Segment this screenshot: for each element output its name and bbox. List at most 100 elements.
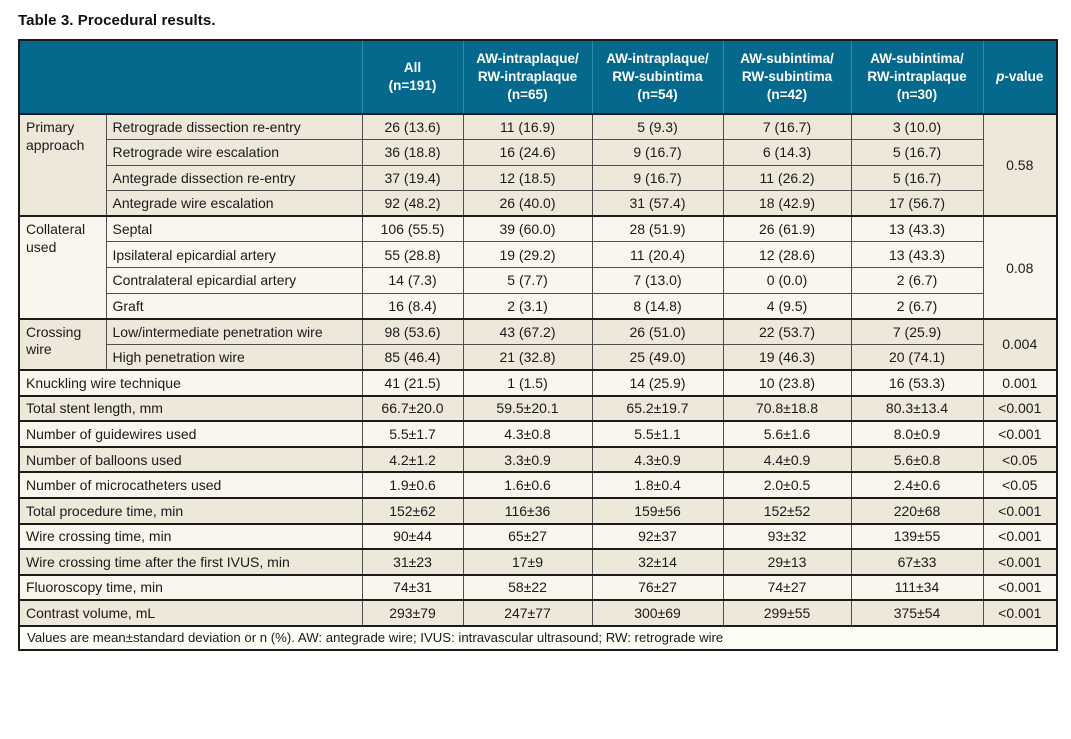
value-cell: 55 (28.8) — [361, 241, 464, 269]
table-row: Number of balloons used 4.2±1.2 3.3±0.9 4.3… — [18, 445, 1058, 473]
table-row: Number of guidewires used 5.5±1.7 4.3±0.8 5… — [18, 420, 1058, 448]
value-cell: 13 (43.3) — [850, 241, 984, 269]
value-cell: 1 (1.5) — [462, 368, 593, 397]
row-label-cell: Low/intermediate penetration wire — [105, 317, 363, 345]
value-cell: 98 (53.6) — [361, 317, 464, 345]
value-cell: 2.0±0.5 — [722, 471, 852, 499]
value-cell: 93±32 — [722, 522, 852, 550]
row-label-cell: Total stent length, mm — [18, 394, 363, 422]
value-cell: 159±56 — [591, 496, 724, 524]
value-cell: 2 (6.7) — [850, 267, 984, 294]
value-cell: 2.4±0.6 — [850, 471, 984, 499]
footnote: Values are mean±standard deviation or n … — [18, 624, 1058, 651]
p-value-cell: 0.58 — [982, 112, 1058, 217]
table-row: Wire crossing time, min 90±44 65±27 92±37 93… — [18, 522, 1058, 550]
row-label-cell: Wire crossing time, min — [18, 522, 363, 550]
table-row: Antegrade wire escalation 92 (48.2) 26 (40… — [19, 190, 1057, 217]
value-cell: 58±22 — [462, 573, 593, 601]
value-cell: 92 (48.2) — [361, 190, 464, 217]
row-label-cell: Antegrade dissection re-entry — [105, 164, 363, 192]
value-cell: 74±31 — [361, 573, 464, 601]
value-cell: 66.7±20.0 — [361, 394, 464, 422]
value-cell: 90±44 — [361, 522, 464, 550]
value-cell: 37 (19.4) — [361, 164, 464, 192]
value-cell: 299±55 — [722, 599, 852, 627]
value-cell: 39 (60.0) — [462, 215, 593, 243]
value-cell: 3.3±0.9 — [462, 445, 593, 473]
value-cell: 4.4±0.9 — [722, 445, 852, 473]
value-cell: 5.5±1.1 — [591, 420, 724, 448]
row-label-cell: Contralateral epicardial artery — [105, 267, 363, 294]
value-cell: 36 (18.8) — [361, 139, 464, 166]
row-label-cell: Wire crossing time after the first IVUS,… — [18, 548, 363, 576]
value-cell: 375±54 — [850, 599, 984, 627]
value-cell: 28 (51.9) — [591, 215, 724, 243]
p-value-cell: <0.001 — [982, 394, 1058, 422]
value-cell: 5.6±1.6 — [722, 420, 852, 448]
value-cell: 11 (20.4) — [591, 241, 724, 269]
value-cell: 65±27 — [462, 522, 593, 550]
p-value-cell: <0.001 — [982, 573, 1058, 601]
row-label-cell: Retrograde dissection re-entry — [105, 113, 363, 141]
value-cell: 2 (6.7) — [850, 292, 984, 320]
value-cell: 59.5±20.1 — [462, 394, 593, 422]
value-cell: 29±13 — [722, 548, 852, 576]
value-cell: 16 (8.4) — [361, 292, 464, 320]
table-row: Knuckling wire technique 41 (21.5) 1 (1.5)… — [18, 368, 1058, 397]
row-label-cell: Graft — [105, 292, 363, 320]
table-row: Graft 16 (8.4) 2 (3.1) 8 (14.8) 4 (9.5) 2 (6.… — [19, 292, 1057, 320]
table-row: Crossing wire Low/intermediate penetratio… — [18, 317, 1058, 371]
column-header-aw-intraplaque-rw-subintima: AW-intraplaque/ RW-subintima (n=54) — [591, 40, 723, 115]
value-cell: 1.9±0.6 — [361, 471, 464, 499]
value-cell: 5 (9.3) — [591, 113, 724, 141]
table-row: Collateral used Septal 106 (55.5) 39 (60.0)… — [18, 215, 1058, 320]
table-title: Table 3. Procedural results. — [18, 12, 216, 29]
value-cell: 22 (53.7) — [722, 317, 852, 345]
table-row: Fluoroscopy time, min 74±31 58±22 76±27 74±2… — [18, 573, 1058, 601]
value-cell: 26 (13.6) — [361, 113, 464, 141]
row-label-cell: Septal — [105, 215, 363, 243]
p-value-cell: <0.001 — [982, 420, 1058, 448]
table-row: Wire crossing time after the first IVUS,… — [18, 548, 1058, 576]
value-cell: 4.2±1.2 — [361, 445, 464, 473]
column-header-aw-intraplaque-rw-intraplaque: AW-intraplaque/ RW-intraplaque (n=65) — [462, 40, 592, 115]
value-cell: 26 (51.0) — [591, 317, 724, 345]
value-cell: 26 (61.9) — [722, 215, 852, 243]
value-cell: 16 (24.6) — [462, 139, 593, 166]
value-cell: 14 (7.3) — [361, 267, 464, 294]
value-cell: 7 (25.9) — [850, 317, 984, 345]
value-cell: 10 (23.8) — [722, 368, 852, 397]
value-cell: 5.6±0.8 — [850, 445, 984, 473]
row-label-cell: High penetration wire — [105, 343, 363, 371]
value-cell: 3 (10.0) — [850, 113, 984, 141]
value-cell: 4.3±0.9 — [591, 445, 724, 473]
value-cell: 11 (16.9) — [462, 113, 593, 141]
value-cell: 111±34 — [850, 573, 984, 601]
table-body: Primary approach Retrograde dissection re… — [18, 112, 1058, 627]
value-cell: 16 (53.3) — [850, 368, 984, 397]
value-cell: 12 (28.6) — [722, 241, 852, 269]
value-cell: 31 (57.4) — [591, 190, 724, 217]
p-value-cell: 0.001 — [982, 368, 1058, 397]
row-label-cell: Total procedure time, min — [18, 496, 363, 524]
row-label-cell: Fluoroscopy time, min — [18, 573, 363, 601]
value-cell: 152±62 — [361, 496, 464, 524]
value-cell: 4.3±0.8 — [462, 420, 593, 448]
table-row: Total procedure time, min 152±62 116±36 159… — [18, 496, 1058, 524]
p-value-cell: <0.001 — [982, 548, 1058, 576]
value-cell: 67±33 — [850, 548, 984, 576]
column-header-empty — [19, 40, 362, 115]
value-cell: 85 (46.4) — [361, 343, 464, 371]
procedural-results-table: All (n=191) AW-intraplaque/ RW-intraplaq… — [18, 39, 1058, 651]
column-header-p-value: p-value — [982, 40, 1057, 115]
value-cell: 293±79 — [361, 599, 464, 627]
row-label-cell: Retrograde wire escalation — [105, 139, 363, 166]
value-cell: 116±36 — [462, 496, 593, 524]
header-row: All (n=191) AW-intraplaque/ RW-intraplaq… — [19, 40, 1057, 115]
table-row: Antegrade dissection re-entry 37 (19.4) 12… — [19, 164, 1057, 192]
value-cell: 13 (43.3) — [850, 215, 984, 243]
table-row: Contrast volume, mL 293±79 247±77 300±69 299… — [18, 599, 1058, 627]
value-cell: 17±9 — [462, 548, 593, 576]
p-value-cell: 0.08 — [982, 215, 1058, 320]
value-cell: 9 (16.7) — [591, 164, 724, 192]
